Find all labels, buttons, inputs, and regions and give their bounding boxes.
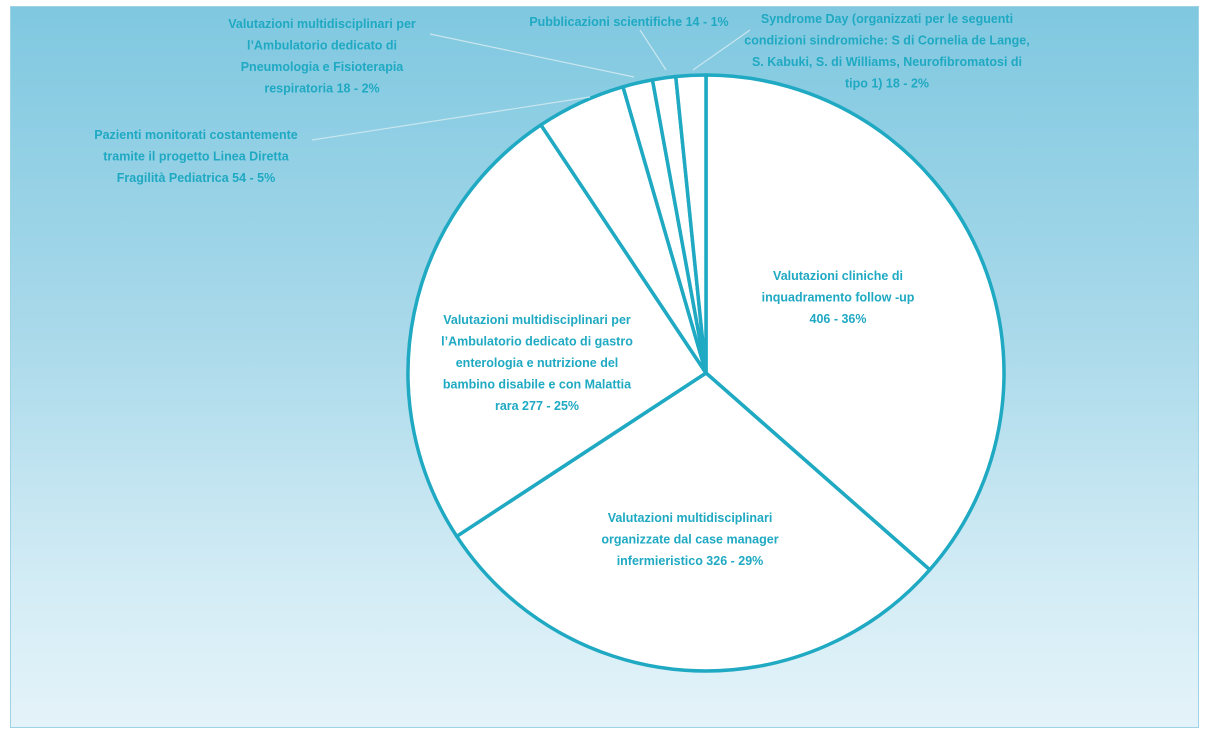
pie-slice-3 [406, 123, 708, 539]
slice-label-line: Syndrome Day (organizzati per le seguent… [761, 12, 1013, 26]
slice-label-line: tramite il progetto Linea Diretta [103, 150, 289, 164]
slice-label-line: Valutazioni multidisciplinari [608, 511, 773, 525]
slice-labels: Valutazioni cliniche di inquadramento fol… [94, 12, 1029, 568]
slice-label-line: l’Ambulatorio dedicato di gastro [441, 335, 633, 349]
slice-label-line: Valutazioni cliniche di [773, 269, 903, 283]
slice-label-line: enterologia e nutrizione del [456, 356, 619, 370]
pie-slice-7 [674, 73, 708, 375]
slice-label-line: infermieristico 326 - 29% [617, 554, 764, 568]
slice-label-line: Fragilità Pediatrica 54 - 5% [117, 171, 275, 185]
slice-label-line: S. Kabuki, S. di Williams, Neurofibromat… [752, 55, 1022, 69]
leader-line-4 [311, 96, 591, 141]
slice-label-6: Pubblicazioni scientifiche 14 - 1% [529, 15, 728, 29]
slice-label-line: tipo 1) 18 - 2% [845, 77, 929, 91]
slice-label-line: Pneumologia e Fisioterapia [241, 60, 405, 74]
leader-line-6 [639, 29, 667, 71]
slice-label-line: Valutazioni multidisciplinari per [443, 313, 631, 327]
slice-label-line: condizioni sindromiche: S di Cornelia de… [744, 34, 1029, 48]
slice-label-2: Valutazioni multidisciplinari organizzate… [601, 511, 778, 568]
slice-label-line: organizzate dal case manager [601, 533, 778, 547]
slice-label-line: respiratoria 18 - 2% [264, 82, 379, 96]
slice-label-line: 406 - 36% [810, 312, 867, 326]
pie-slice-1 [704, 73, 1006, 572]
leader-line-7 [692, 29, 751, 71]
pie-slices [406, 73, 1006, 673]
slice-label-line: bambino disabile e con Malattia [443, 378, 632, 392]
leader-lines [311, 29, 751, 141]
slice-label-5: Valutazioni multidisciplinari per l’Ambul… [228, 17, 416, 96]
slice-label-4: Pazienti monitorati costantemente tramite… [94, 128, 298, 185]
slice-label-line: inquadramento follow -up [762, 291, 915, 305]
slice-label-7: Syndrome Day (organizzati per le seguent… [744, 12, 1029, 91]
leader-line-5 [429, 33, 635, 78]
slice-label-line: Pazienti monitorati costantemente [94, 128, 298, 142]
slice-label-1: Valutazioni cliniche di inquadramento fol… [762, 269, 915, 326]
slice-label-line: Pubblicazioni scientifiche 14 - 1% [529, 15, 728, 29]
slice-label-line: l’Ambulatorio dedicato di [247, 39, 397, 53]
slice-label-3: Valutazioni multidisciplinari per l’Ambul… [441, 313, 633, 413]
slice-label-line: rara 277 - 25% [495, 399, 579, 413]
slice-label-line: Valutazioni multidisciplinari per [228, 17, 416, 31]
pie-slice-2 [454, 371, 932, 673]
